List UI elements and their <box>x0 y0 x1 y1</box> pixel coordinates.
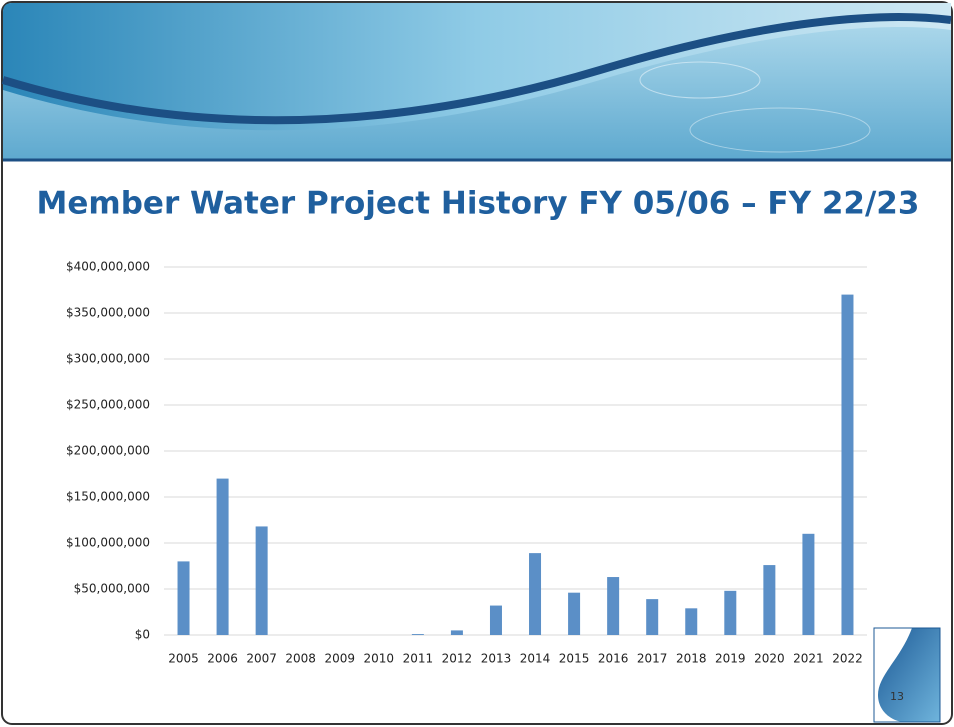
logo-drop <box>878 628 940 722</box>
x-tick-label: 2007 <box>246 652 277 666</box>
bar <box>841 294 854 635</box>
x-tick-label: 2018 <box>676 652 707 666</box>
ripple <box>639 61 761 99</box>
chart: $0 $50,000,000 $100,000,000 $150,000,000 $20… <box>66 260 867 666</box>
x-tick-label: 2005 <box>168 652 199 666</box>
page-number: 13 <box>890 690 904 703</box>
x-tick-label: 2019 <box>715 652 746 666</box>
y-tick-label: $100,000,000 <box>66 536 150 550</box>
bar <box>646 599 659 635</box>
y-tick-label: $0 <box>135 628 150 642</box>
y-tick-label: $350,000,000 <box>66 306 150 320</box>
header-water <box>3 27 951 160</box>
y-tick-label: $300,000,000 <box>66 352 150 366</box>
x-tick-label: 2012 <box>442 652 473 666</box>
x-tick-label: 2006 <box>207 652 238 666</box>
header-wave <box>1 13 952 125</box>
bar <box>763 565 776 635</box>
bar <box>450 630 463 635</box>
y-tick-label: $400,000,000 <box>66 260 150 274</box>
bar <box>216 478 229 635</box>
ripple <box>689 107 871 153</box>
x-tick-label: 2010 <box>364 652 395 666</box>
x-tick-label: 2013 <box>481 652 512 666</box>
x-tick-label: 2009 <box>324 652 355 666</box>
x-tick-label: 2021 <box>793 652 824 666</box>
y-tick-label: $200,000,000 <box>66 444 150 458</box>
bar <box>489 605 502 635</box>
logo-box <box>873 627 941 723</box>
y-tick-label: $250,000,000 <box>66 398 150 412</box>
bar <box>724 590 737 635</box>
x-tick-label: 2016 <box>598 652 629 666</box>
x-tick-label: 2014 <box>520 652 551 666</box>
bar <box>607 577 620 635</box>
x-tick-label: 2017 <box>637 652 668 666</box>
bar <box>802 533 815 635</box>
x-tick-label: 2011 <box>403 652 434 666</box>
y-tick-label: $150,000,000 <box>66 490 150 504</box>
bar <box>529 553 542 635</box>
bar <box>255 526 268 635</box>
y-tick-label: $50,000,000 <box>74 582 150 596</box>
x-tick-label: 2020 <box>754 652 785 666</box>
x-tick-label: 2008 <box>285 652 316 666</box>
bar <box>411 634 424 635</box>
x-tick-label: 2015 <box>559 652 590 666</box>
bar <box>685 608 698 635</box>
bar <box>568 592 581 635</box>
chart-title: Member Water Project History FY 05/06 – … <box>37 186 920 222</box>
x-tick-label: 2022 <box>832 652 863 666</box>
bar <box>177 561 190 635</box>
